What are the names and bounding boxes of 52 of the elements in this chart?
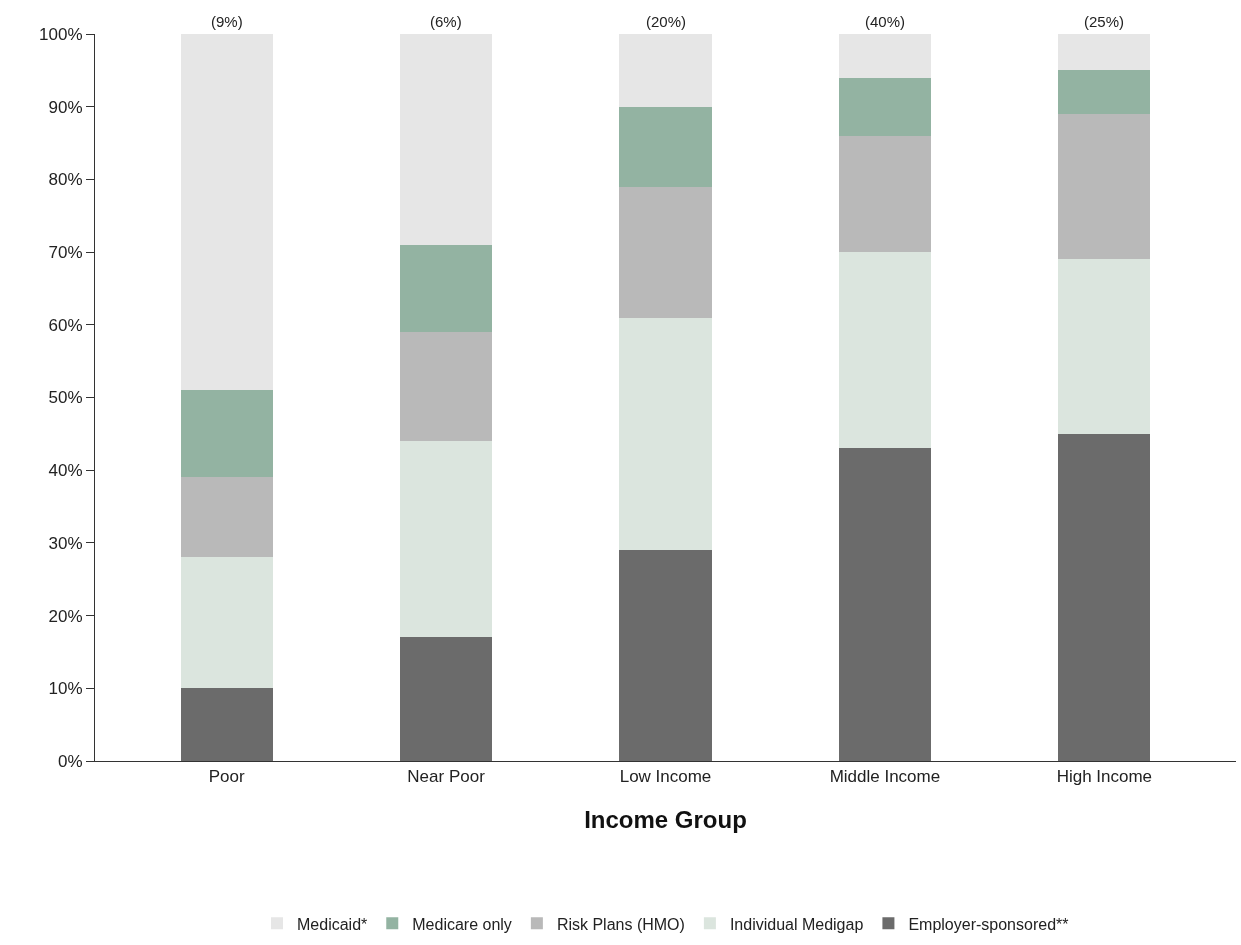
bar [180, 557, 273, 689]
legend-label: Medicaid* [297, 915, 368, 933]
bar [180, 688, 273, 761]
y-tick-label: 20% [48, 606, 83, 626]
y-tick-label: 50% [48, 388, 83, 408]
bar [180, 34, 273, 391]
legend-label: Medicare only [412, 915, 512, 933]
y-tick-label: 90% [48, 97, 83, 117]
text: (6%) [430, 13, 462, 30]
y-tick-label: 30% [48, 533, 83, 553]
bar [400, 332, 493, 442]
bar [1058, 70, 1151, 114]
bar [838, 34, 931, 78]
y-tick-label: 60% [48, 315, 83, 335]
y-tick-label: 40% [48, 461, 83, 481]
bar [400, 637, 493, 761]
bar [180, 390, 273, 478]
bar [400, 34, 493, 245]
bar [400, 441, 493, 638]
bar [400, 244, 493, 333]
x-tick-label: Low Income [619, 767, 712, 787]
text: (25%) [1084, 13, 1125, 30]
bar [180, 477, 273, 558]
y-tick-label: 0% [58, 751, 83, 771]
x-axis-title: Income Group [584, 805, 747, 833]
bar [1058, 259, 1151, 434]
y-tick-label: 100% [39, 24, 83, 44]
bar [619, 34, 712, 107]
bar [838, 252, 931, 449]
x-tick-label: High Income [1056, 767, 1153, 787]
legend-label: Employer-sponsored** [908, 915, 1069, 933]
legend-label: Risk Plans (HMO) [556, 915, 685, 933]
y-tick-label: 10% [48, 679, 83, 699]
bar [619, 186, 712, 318]
x-tick-label: Near Poor [407, 767, 486, 787]
bar [619, 550, 712, 761]
x-tick-label: Middle Income [829, 767, 941, 787]
text: (20%) [646, 13, 687, 30]
bar [1058, 433, 1151, 761]
legend-label: Individual Medigap [729, 915, 864, 933]
bar [838, 448, 931, 761]
bar [838, 135, 931, 253]
bar [619, 317, 712, 551]
text: (40%) [865, 13, 906, 30]
bar [1058, 113, 1151, 260]
text: (9%) [211, 13, 243, 30]
bar [838, 77, 931, 136]
x-tick-label: Poor [208, 767, 245, 787]
bar [1058, 34, 1151, 71]
y-tick-label: 80% [48, 170, 83, 190]
bar [619, 106, 712, 187]
y-tick-label: 70% [48, 243, 83, 263]
